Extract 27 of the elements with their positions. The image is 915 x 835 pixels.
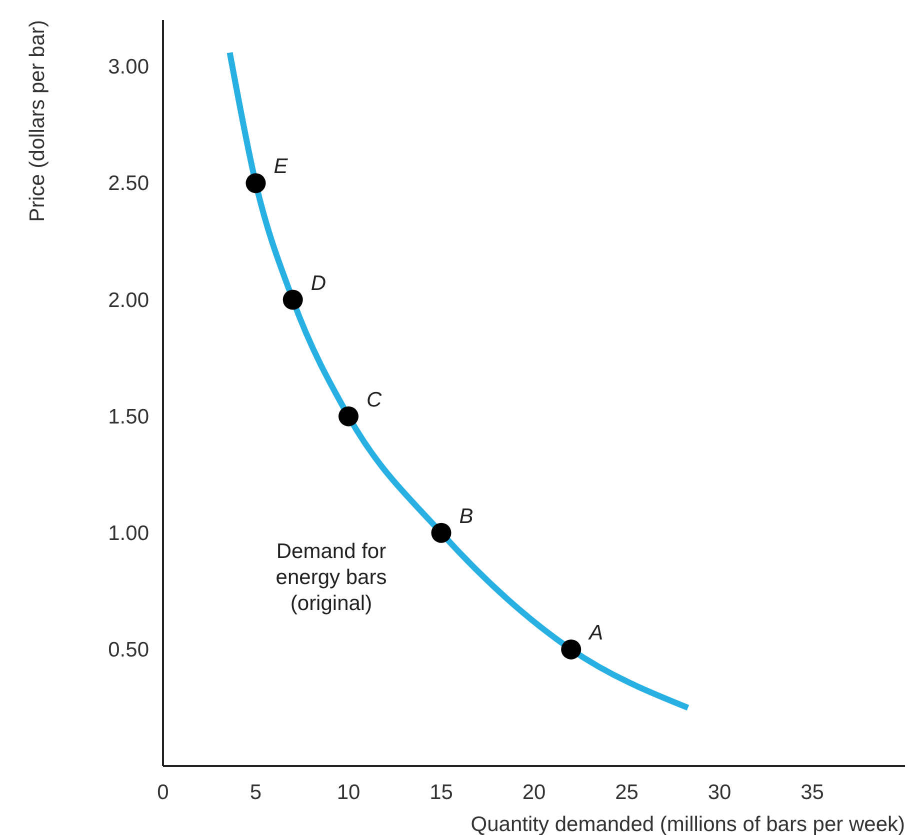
x-tick-label: 10 (336, 781, 360, 804)
annotation: D (310, 272, 326, 295)
y-tick-label: 2.00 (108, 288, 149, 312)
x-tick-label: 5 (250, 781, 262, 804)
x-tick-label: 30 (708, 781, 732, 804)
x-tick-label: 15 (430, 781, 453, 804)
annotation: A (587, 621, 604, 644)
x-tick-label: 35 (800, 781, 824, 804)
y-tick-label: 1.00 (108, 522, 149, 545)
point (561, 639, 582, 660)
point (282, 290, 303, 310)
x-tick-label: 20 (522, 781, 546, 804)
y-tick-label: 3.00 (108, 56, 149, 79)
y-tick-label: 0.50 (108, 638, 149, 662)
annotation: C (366, 388, 382, 412)
point (246, 173, 266, 194)
x-axis-title: Quantity demanded (millions of bars per week) (470, 813, 905, 835)
text: Demand for energy bars (original) (276, 540, 387, 615)
y-tick-label: 1.50 (108, 405, 149, 428)
point (338, 406, 358, 426)
annotation: E (274, 155, 289, 178)
point (431, 522, 452, 543)
x-tick-label: 0 (157, 781, 169, 804)
y-axis-title: Price (dollars per bar) (26, 20, 49, 222)
y-tick-label: 2.50 (108, 172, 149, 196)
x-tick-label: 25 (615, 781, 638, 804)
annotation: B (459, 504, 474, 528)
